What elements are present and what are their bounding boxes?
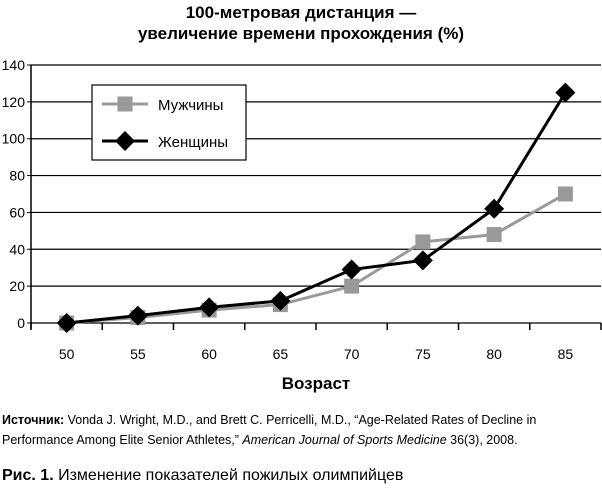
x-axis-label: Возраст <box>282 374 351 393</box>
data-point-1 <box>555 82 576 103</box>
y-tick-label: 60 <box>9 204 25 220</box>
title-line-2: увеличение времени прохождения (%) <box>137 24 465 43</box>
x-tick-label: 55 <box>130 346 146 362</box>
legend-marker <box>117 96 133 112</box>
data-point-1 <box>56 313 77 333</box>
y-tick-label: 40 <box>9 241 25 257</box>
x-tick-label: 50 <box>59 346 75 362</box>
legend-label: Женщины <box>158 134 228 151</box>
data-point-1 <box>412 250 433 271</box>
data-point-1 <box>199 297 220 318</box>
data-point-1 <box>270 290 291 311</box>
y-tick-label: 120 <box>2 94 26 110</box>
y-tick-label: 140 <box>2 57 26 73</box>
x-tick-label: 80 <box>486 346 502 362</box>
data-point-0 <box>344 278 360 294</box>
x-tick-label: 65 <box>273 346 289 362</box>
x-tick-label: 75 <box>415 346 431 362</box>
data-point-0 <box>557 186 573 202</box>
source-note: Источник: Vonda J. Wright, M.D., and Bre… <box>2 410 602 450</box>
y-tick-label: 20 <box>9 278 25 294</box>
legend-label: Мужчины <box>158 97 223 114</box>
figure-caption: Рис. 1. Изменение показателей пожилых ол… <box>2 467 403 485</box>
x-tick-label: 70 <box>344 346 360 362</box>
x-tick-label: 85 <box>558 346 574 362</box>
chart-title: 100-метровая дистанция — увеличение време… <box>0 2 602 44</box>
legend-marker <box>115 131 135 151</box>
x-tick-label: 60 <box>201 346 217 362</box>
series-line-1 <box>66 91 567 325</box>
series-line-0 <box>66 192 567 325</box>
data-point-1 <box>341 259 362 280</box>
data-point-1 <box>127 305 148 326</box>
data-point-1 <box>484 198 505 219</box>
y-tick-label: 80 <box>9 168 25 184</box>
caption-label: Рис. 1. <box>2 467 54 484</box>
line-chart: 0 20 40 60 80 100 120 140 50 55 60 65 70 75 80 85 Возрас… <box>2 57 602 393</box>
data-point-0 <box>415 234 431 250</box>
title-line-1: 100-метровая дистанция — <box>185 3 417 22</box>
legend: Мужчины Женщины <box>91 84 247 161</box>
y-tick-label: 100 <box>2 131 26 147</box>
y-tick-label: 0 <box>17 315 25 331</box>
data-point-0 <box>486 227 502 243</box>
source-journal: American Journal of Sports Medicine <box>242 433 447 447</box>
source-text: Vonda J. Wright, M.D., and Brett C. Perr… <box>2 413 537 447</box>
source-label: Источник: <box>2 413 65 427</box>
source-tail: 36(3), 2008. <box>446 433 518 447</box>
caption-text: Изменение показателей пожилых олимпийцев <box>53 467 404 484</box>
